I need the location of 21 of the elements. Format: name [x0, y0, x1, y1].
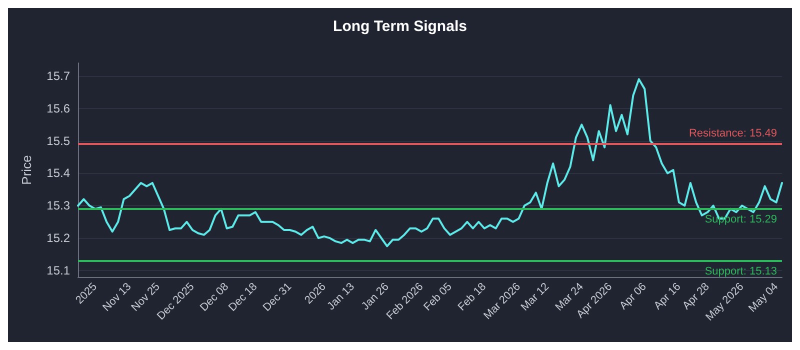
line-series [77, 78, 783, 248]
x-tick-label: May 04 [746, 280, 781, 315]
chart-title: Long Term Signals [333, 18, 467, 35]
y-tick-label: 15.5 [46, 134, 70, 148]
y-tick-label: 15.7 [46, 68, 70, 83]
x-tick-label: Feb 05 [422, 280, 454, 314]
ref-line-label: Resistance: 15.49 [688, 128, 777, 140]
x-tick-label: Jan 13 [325, 280, 357, 313]
x-tick-label: Apr 16 [652, 280, 684, 312]
x-tick-label: Dec 18 [226, 280, 260, 314]
y-axis-title: Price [19, 155, 34, 185]
x-tick-label: Mar 12 [518, 280, 552, 314]
y-tick-label: 15.6 [46, 101, 70, 116]
x-tick-label: Dec 31 [260, 280, 294, 314]
y-tick-label: 15.1 [46, 264, 70, 278]
y-tick-label: 15.3 [46, 198, 70, 213]
ref-line-label: Support: 15.29 [704, 213, 777, 226]
x-tick-label: Apr 06 [618, 280, 649, 312]
y-tick-label: 15.2 [46, 231, 70, 246]
ref-line-label: Support: 15.13 [704, 265, 777, 278]
y-tick-label: 15.4 [46, 166, 70, 180]
